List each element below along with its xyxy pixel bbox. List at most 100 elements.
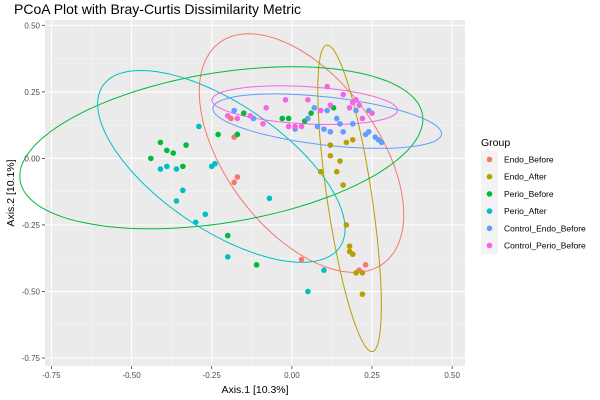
point-perio-before: [215, 131, 221, 138]
point-control-endo-before: [321, 126, 327, 132]
point-endo-after: [317, 168, 324, 175]
point-control-perio-before: [263, 105, 270, 111]
point-control-perio-before: [359, 115, 366, 122]
point-perio-after: [173, 166, 180, 172]
point-control-endo-before: [231, 107, 237, 114]
legend-title: Group: [481, 137, 510, 149]
point-perio-before: [234, 131, 241, 138]
point-perio-before: [308, 110, 314, 116]
point-endo-after: [359, 270, 366, 276]
data-points: [148, 83, 385, 297]
legend: Group Endo_Before Endo_After Perio_Before P…: [481, 137, 586, 254]
y-tick-label: 0.50: [24, 21, 40, 30]
legend-label-perio-before: Perio_Before: [504, 189, 554, 199]
point-perio-before: [224, 232, 231, 239]
point-endo-after: [327, 142, 334, 148]
ellipse-control-endo-before: [212, 93, 443, 149]
x-tick-label: -0.50: [122, 371, 141, 380]
point-control-perio-before: [224, 113, 231, 119]
point-perio-before: [170, 150, 177, 156]
point-control-perio-before: [317, 107, 324, 114]
point-control-endo-before: [362, 131, 369, 138]
point-perio-before: [240, 110, 247, 116]
point-endo-after: [343, 222, 350, 228]
y-axis-label: Axis.2 [10.1%]: [5, 159, 17, 226]
point-endo-before: [362, 262, 369, 268]
legend-swatch-endo-before: [486, 156, 493, 163]
point-endo-after: [349, 251, 356, 258]
point-perio-before: [157, 139, 164, 146]
point-control-perio-before: [356, 102, 362, 108]
y-tick-label: 0.25: [24, 88, 40, 97]
point-control-perio-before: [324, 83, 330, 90]
point-control-perio-before: [282, 97, 289, 103]
point-perio-before: [148, 155, 154, 162]
legend-label-control-endo-before: Control_Endo_Before: [504, 223, 586, 233]
point-control-perio-before: [260, 121, 266, 127]
legend-swatch-control-perio-before: [486, 242, 493, 249]
point-control-endo-before: [311, 105, 318, 111]
point-endo-after: [327, 152, 334, 159]
ellipse-control-perio-before: [211, 85, 398, 125]
axis-ticks: -0.75 -0.50 -0.25 0.00 0.25 0.50 -0.75 -0.50 -0.…: [22, 21, 461, 380]
point-perio-after: [321, 267, 327, 273]
point-control-endo-before: [349, 121, 356, 127]
point-perio-after: [157, 166, 164, 172]
point-endo-after: [340, 182, 346, 188]
point-control-perio-before: [327, 102, 334, 108]
point-control-perio-before: [349, 99, 356, 106]
point-endo-after: [337, 158, 343, 164]
legend-swatch-control-endo-before: [486, 225, 493, 232]
point-perio-after: [196, 123, 202, 130]
legend-label-endo-after: Endo_After: [504, 172, 547, 182]
y-tick-label: -0.50: [22, 287, 41, 296]
point-perio-after: [305, 288, 311, 295]
point-endo-after: [346, 243, 353, 250]
point-control-perio-before: [346, 105, 353, 111]
point-control-perio-before: [305, 97, 311, 103]
y-tick-label: -0.75: [22, 354, 41, 363]
point-perio-after: [164, 163, 170, 170]
point-control-endo-before: [314, 123, 321, 130]
point-control-endo-before: [305, 115, 311, 122]
point-endo-after: [343, 139, 350, 146]
point-control-endo-before: [324, 107, 330, 114]
point-control-endo-before: [353, 107, 359, 114]
x-tick-label: 0.25: [364, 371, 380, 380]
point-perio-after: [202, 211, 209, 218]
grid-lines: [45, 20, 465, 366]
chart-title: PCoA Plot with Bray-Curtis Dissimilarity…: [14, 1, 302, 17]
legend-swatch-perio-before: [486, 191, 493, 197]
ellipse-perio-before: [19, 66, 424, 230]
point-control-perio-before: [340, 91, 346, 98]
point-perio-after: [192, 219, 199, 226]
point-control-perio-before: [369, 110, 375, 116]
point-endo-after: [353, 270, 359, 276]
point-endo-before: [234, 174, 241, 180]
plot-panel: [45, 20, 465, 366]
x-tick-label: -0.75: [42, 371, 61, 380]
ellipse-endo-before: [198, 33, 405, 273]
point-perio-before: [279, 115, 286, 122]
point-control-perio-before: [234, 115, 241, 122]
x-axis-label: Axis.1 [10.3%]: [221, 384, 288, 396]
y-tick-label: -0.25: [22, 221, 41, 230]
point-perio-after: [173, 198, 180, 204]
point-control-endo-before: [333, 115, 340, 122]
point-perio-after: [224, 254, 231, 260]
point-perio-before: [183, 142, 189, 148]
point-perio-before: [253, 262, 260, 268]
point-control-endo-before: [327, 128, 334, 135]
point-endo-after: [333, 168, 340, 175]
point-perio-before: [164, 147, 170, 154]
legend-label-control-perio-before: Control_Perio_Before: [504, 241, 586, 251]
point-endo-before: [298, 256, 305, 263]
point-control-perio-before: [285, 123, 292, 130]
legend-label-endo-before: Endo_Before: [504, 155, 554, 165]
point-control-endo-before: [337, 121, 343, 127]
legend-swatch-perio-after: [486, 208, 493, 214]
point-perio-after: [180, 187, 186, 194]
x-tick-label: 0.50: [444, 371, 460, 380]
point-control-endo-before: [340, 128, 346, 135]
